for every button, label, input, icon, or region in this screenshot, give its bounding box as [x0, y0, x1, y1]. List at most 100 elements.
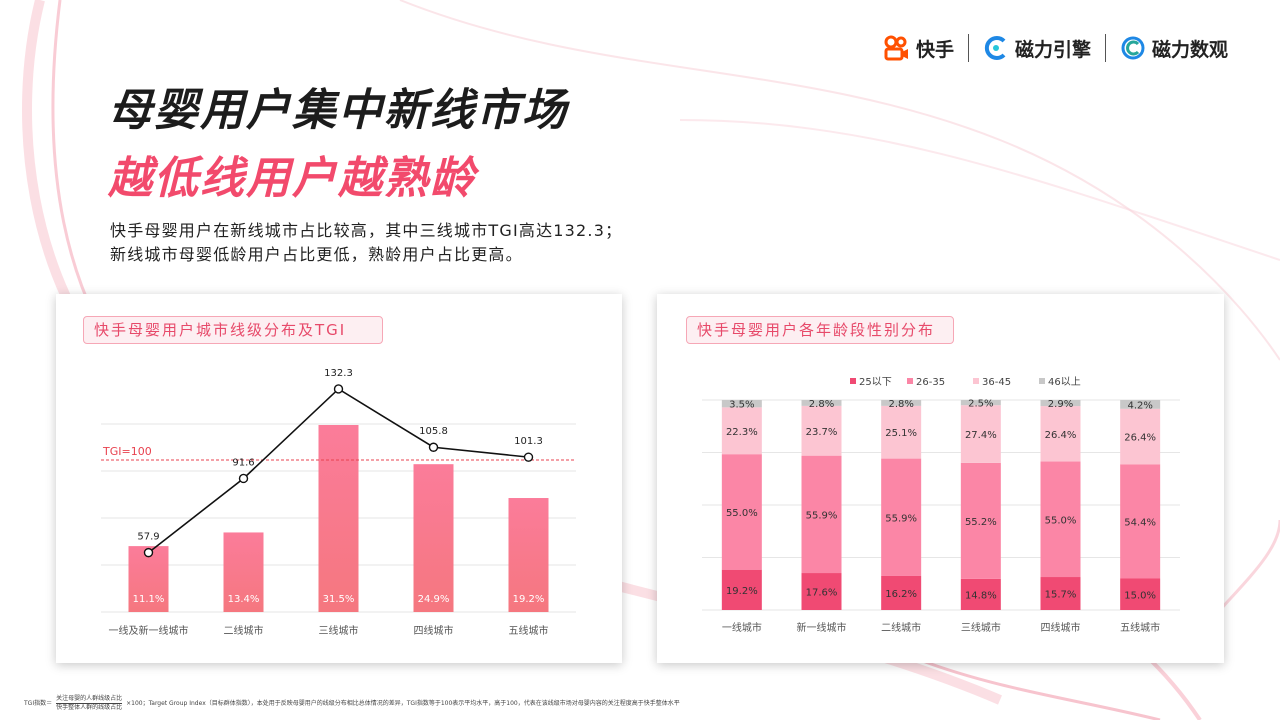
segment-value-label: 3.5% — [729, 400, 754, 411]
stacked-bar-segment — [1040, 461, 1081, 578]
segment-value-label: 2.5% — [968, 399, 993, 410]
footnote-denominator: 快手整体人群的线级占比 — [56, 704, 123, 711]
logo-divider — [1104, 34, 1106, 62]
reference-line-label: TGI=100 — [102, 445, 152, 458]
stacked-bar-segment — [881, 400, 922, 406]
legend-swatch — [1039, 378, 1045, 384]
segment-value-label: 26.4% — [1045, 430, 1077, 441]
segment-value-label: 2.8% — [809, 399, 834, 410]
segment-value-label: 55.0% — [1045, 515, 1077, 526]
segment-value-label: 19.2% — [726, 586, 758, 597]
tgi-point — [238, 473, 249, 484]
description-line: 快手母婴用户在新线城市占比较高，其中三线城市TGI高达132.3； — [110, 221, 623, 240]
legend-label: 46以上 — [1048, 376, 1081, 388]
tgi-value-label: 101.3 — [514, 436, 543, 447]
brand-logos: 快手 磁力引擎 磁力数观 — [882, 30, 1228, 66]
footnote-body: ×100；Target Group Index（目标群体指数），本处用于反映母婴… — [126, 699, 680, 707]
stacked-bar-segment — [801, 455, 842, 574]
x-tick-label: 四线城市 — [1041, 621, 1081, 634]
tgi-value-label: 91.6 — [232, 457, 254, 468]
stacked-bar-segment — [1040, 406, 1081, 462]
tgi-point — [428, 442, 439, 452]
stacked-bar-segment — [721, 400, 762, 408]
bar-value-label: 11.1% — [133, 594, 165, 605]
stacked-bar-segment — [801, 573, 842, 610]
bar — [318, 425, 359, 612]
bar — [413, 464, 454, 612]
page-description: 快手母婴用户在新线城市占比较高，其中三线城市TGI高达132.3； 新线城市母婴… — [110, 219, 622, 267]
x-tick-label: 四线城市 — [414, 624, 454, 637]
age-distribution-chart: 25以下 26-35 36-45 46以上 19.2% 55.0% 22.3% 3.5% 一线城… — [702, 376, 1180, 634]
age-distribution-chart-title: 快手母婴用户各年龄段性别分布 — [686, 316, 954, 344]
tgi-value-label: 132.3 — [324, 368, 353, 379]
stacked-bar-segment — [1120, 400, 1161, 409]
tgi-value-label: 105.8 — [419, 426, 448, 437]
stacked-bar-segment — [1040, 577, 1081, 610]
segment-value-label: 27.4% — [965, 430, 997, 441]
kuaishou-logo-icon — [884, 35, 908, 61]
page-subtitle: 越低线用户越熟龄 — [108, 153, 476, 204]
segment-value-label: 25.1% — [885, 428, 917, 439]
segment-value-label: 55.2% — [965, 517, 997, 528]
tgi-footnote: TGI指数＝ 关注母婴的人群线级占比 快手整体人群的线级占比 ×100；Targ… — [24, 695, 680, 712]
engine-logo: 磁力引擎 — [983, 35, 1091, 62]
segment-value-label: 54.4% — [1124, 517, 1156, 528]
tgi-point — [333, 384, 344, 394]
segment-value-label: 17.6% — [806, 588, 838, 599]
segment-value-label: 22.3% — [726, 427, 758, 438]
x-tick-label: 新一线城市 — [797, 621, 847, 634]
x-tick-label: 三线城市 — [961, 621, 1001, 634]
segment-value-label: 2.8% — [888, 399, 913, 410]
segment-value-label: 55.9% — [806, 510, 838, 521]
segment-value-label: 2.9% — [1048, 399, 1073, 410]
city-tier-chart-panel: 快手母婴用户城市线级分布及TGI 11.1% 一线及新一线城市 13.4% 二线城市 3… — [56, 294, 622, 663]
stacked-bar-segment — [801, 405, 842, 456]
page-title: 母婴用户集中新线市场 — [108, 85, 568, 136]
description-line: 新线城市母婴低龄用户占比更低，熟龄用户占比更高。 — [110, 245, 523, 264]
age-distribution-chart-panel: 快手母婴用户各年龄段性别分布 25以下 26-35 36-45 46以上 19.2% 55… — [657, 294, 1224, 663]
tgi-point — [523, 452, 534, 462]
tgi-value-label: 57.9 — [137, 532, 159, 543]
bar-value-label: 31.5% — [323, 594, 355, 605]
legend-label: 25以下 — [859, 377, 892, 388]
segment-value-label: 55.0% — [726, 508, 758, 519]
legend-swatch — [850, 378, 856, 384]
legend-swatch — [973, 378, 979, 384]
stacked-bar-segment — [881, 458, 922, 576]
engine-logo-text: 磁力引擎 — [1014, 38, 1091, 61]
bar — [223, 532, 264, 612]
stacked-bar-segment — [1120, 408, 1161, 465]
bar-value-label: 24.9% — [418, 594, 450, 605]
city-tier-chart-title: 快手母婴用户城市线级分布及TGI — [83, 316, 383, 344]
segment-value-label: 4.2% — [1127, 400, 1152, 411]
stacked-bar-segment — [721, 407, 762, 455]
engine-logo-icon — [984, 36, 1006, 60]
stacked-bar-segment — [1040, 400, 1081, 407]
footnote-numerator: 关注母婴的人群线级占比 — [56, 695, 123, 704]
segment-value-label: 14.8% — [965, 590, 997, 601]
footnote-prefix: TGI指数＝ — [24, 699, 53, 707]
bar — [508, 498, 549, 612]
segment-value-label: 55.9% — [885, 513, 917, 524]
segment-value-label: 15.7% — [1045, 590, 1077, 601]
segment-value-label: 23.7% — [806, 427, 838, 438]
footnote-fraction: 关注母婴的人群线级占比 快手整体人群的线级占比 — [56, 695, 123, 712]
segment-value-label: 26.4% — [1124, 433, 1156, 444]
bar-value-label: 13.4% — [228, 594, 260, 605]
x-tick-label: 二线城市 — [224, 624, 264, 637]
kuaishou-logo: 快手 — [882, 34, 954, 62]
data-logo: 磁力数观 — [1120, 35, 1228, 62]
kuaishou-logo-text: 快手 — [915, 38, 954, 61]
x-tick-label: 三线城市 — [319, 624, 359, 637]
stacked-bar-segment — [1120, 464, 1161, 579]
segment-value-label: 15.0% — [1124, 590, 1156, 601]
x-tick-label: 一线城市 — [722, 621, 762, 634]
x-tick-label: 五线城市 — [1120, 621, 1160, 634]
stacked-bar-segment — [960, 405, 1001, 463]
stacked-bar-segment — [721, 569, 762, 610]
data-logo-icon — [1121, 36, 1145, 60]
stacked-bar-segment — [801, 400, 842, 406]
stacked-bar-segment — [721, 454, 762, 570]
city-tier-chart: 11.1% 一线及新一线城市 13.4% 二线城市 31.5% 三线城市 24.9% 四线城市… — [101, 368, 576, 637]
segment-value-label: 16.2% — [885, 589, 917, 600]
